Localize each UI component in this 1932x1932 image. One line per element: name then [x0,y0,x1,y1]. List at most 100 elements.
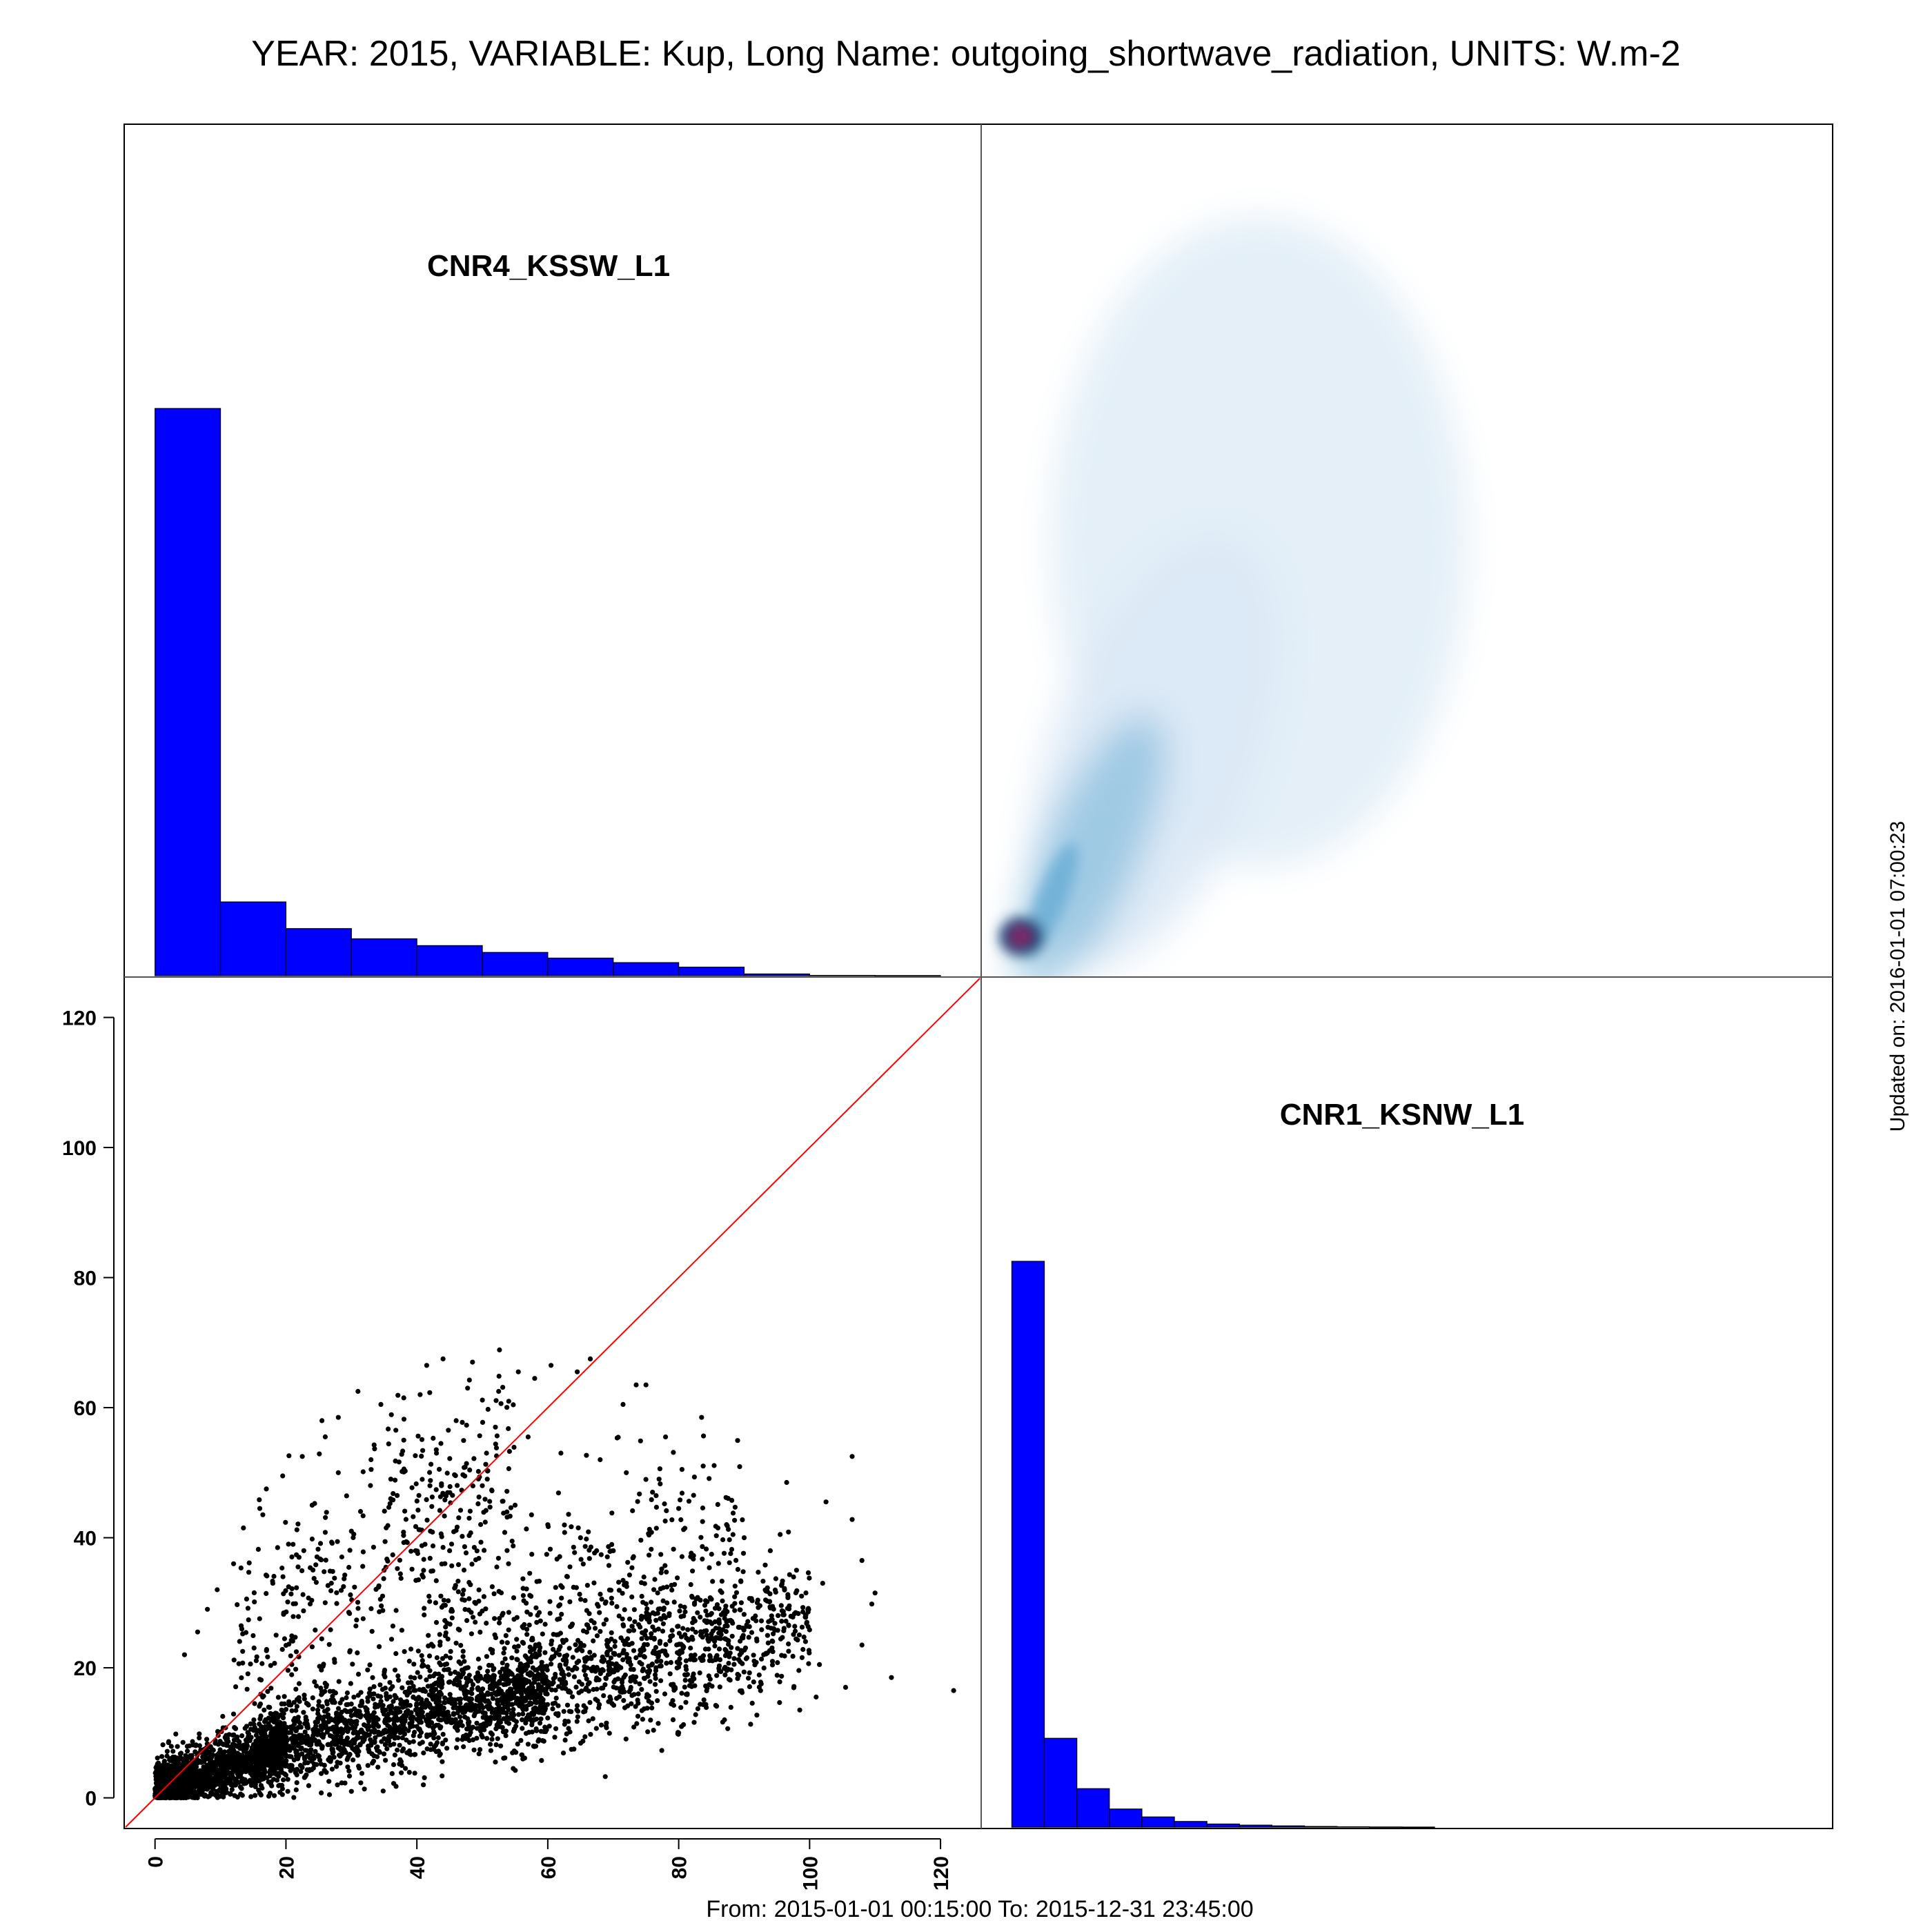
scatter-point [800,1605,806,1610]
scatter-point [550,1706,555,1712]
scatter-point [290,1638,295,1644]
scatter-point [415,1548,420,1554]
scatter-point [746,1635,751,1640]
scatter-point [773,1576,778,1581]
scatter-point [491,1667,496,1673]
scatter-point [267,1773,273,1779]
scatter-point [293,1649,299,1655]
scatter-point [759,1656,765,1662]
scatter-point [466,1377,472,1383]
scatter-point [702,1618,707,1624]
scatter-point [257,1497,262,1503]
scatter-point [293,1739,299,1745]
scatter-point [155,1755,160,1761]
scatter-point [661,1606,667,1611]
scatter-point [546,1679,552,1685]
scatter-point [504,1509,510,1515]
scatter-point [692,1652,698,1658]
scatter-point [347,1548,353,1553]
scatter-point [436,1671,442,1677]
scatter-point [317,1451,322,1457]
scatter-point [498,1743,504,1748]
scatter-point [779,1608,785,1614]
scatter-point [473,1676,479,1682]
scatter-point [390,1624,396,1629]
scatter-point [386,1711,391,1717]
scatter-point [160,1742,166,1748]
scatter-point [786,1622,791,1628]
scatter-point [329,1734,335,1739]
scatter-point [426,1723,432,1728]
scatter-point [471,1545,477,1550]
scatter-point [575,1703,580,1708]
scatter-point [188,1753,193,1758]
scatter-point [190,1793,195,1799]
scatter-point [638,1438,643,1443]
scatter-point [409,1566,415,1572]
scatter-point [282,1762,287,1768]
scatter-point [393,1650,399,1657]
scatter-point [545,1715,551,1721]
scatter-point [722,1647,728,1653]
scatter-point [417,1726,422,1732]
scatter-point [460,1419,465,1425]
scatter-point [582,1664,587,1669]
scatter-point [551,1646,556,1652]
scatter-point [628,1686,633,1692]
scatter-point [289,1708,295,1713]
scatter-point [299,1568,305,1573]
scatter-point [524,1655,529,1660]
scatter-point [779,1673,785,1679]
scatter-point [353,1623,359,1629]
scatter-point [275,1755,281,1761]
scatter-point [335,1737,341,1743]
scatter-point [406,1728,411,1733]
scatter-point [726,1677,732,1682]
scatter-point [288,1653,293,1659]
scatter-point [506,1702,512,1707]
scatter-point [774,1673,780,1678]
scatter-point [286,1584,291,1590]
scatter-point [193,1778,199,1784]
scatter-point [257,1716,263,1722]
scatter-point [333,1716,338,1722]
scatter-point [691,1671,696,1677]
scatter-point [245,1730,250,1735]
scatter-point [411,1739,416,1744]
scatter-point [779,1619,785,1624]
scatter-point [513,1724,519,1729]
scatter-point [500,1729,506,1735]
histogram-bar [285,928,352,976]
scatter-point [266,1715,271,1721]
scatter-point [482,1497,488,1502]
scatter-point [223,1779,228,1784]
scatter-point [720,1598,725,1604]
scatter-point [534,1728,540,1733]
scatter-point [537,1694,542,1699]
scatter-point [313,1627,318,1633]
scatter-point [238,1565,244,1570]
scatter-point [518,1664,523,1669]
scatter-point [658,1586,663,1592]
scatter-point [709,1551,714,1557]
scatter-point [484,1673,490,1679]
scatter-point [282,1694,287,1699]
scatter-point [506,1399,511,1404]
scatter-point [217,1740,223,1746]
scatter-point [640,1666,646,1672]
scatter-point [442,1561,448,1566]
scatter-point [360,1549,366,1555]
scatter-point [586,1556,592,1561]
scatter-point [524,1632,530,1637]
scatter-point [544,1667,550,1673]
scatter-point [448,1541,455,1547]
scatter-point [382,1539,388,1544]
scatter-point [507,1513,513,1519]
scatter-point [469,1561,475,1567]
scatter-point [500,1708,506,1714]
scatter-point [382,1736,387,1742]
scatter-point [348,1681,353,1686]
scatter-point [302,1760,308,1766]
scatter-point [680,1646,686,1651]
scatter-point [186,1780,192,1786]
